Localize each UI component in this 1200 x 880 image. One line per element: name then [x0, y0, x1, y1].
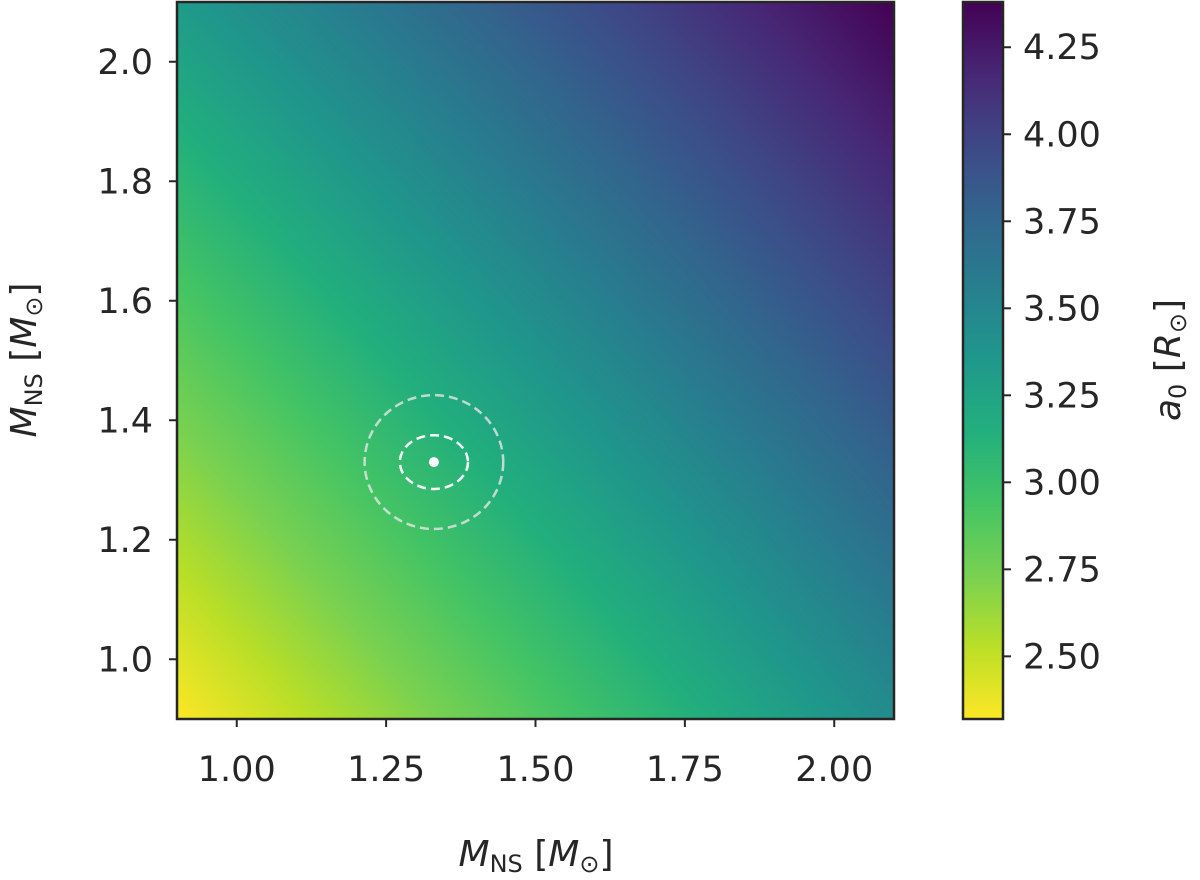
x-axis: 1.00 1.25 1.50 1.75 2.00 — [198, 719, 873, 790]
heatmap-area — [175, 0, 896, 721]
colorbar-tick-label: 4.25 — [1023, 28, 1101, 68]
colorbar-tick-label: 3.25 — [1023, 376, 1101, 416]
colorbar-tick-label: 3.00 — [1023, 463, 1101, 503]
x-tick-label: 1.00 — [198, 750, 276, 790]
colorbar-tick-label: 3.50 — [1023, 289, 1101, 329]
colorbar-ticks: 2.50 2.75 3.00 3.25 3.50 3.75 4.00 4.25 — [1003, 28, 1101, 677]
heatmap-image — [177, 2, 894, 719]
colorbar-tick-label: 2.50 — [1023, 637, 1101, 677]
x-axis-label: MNS [M⊙] — [459, 834, 614, 875]
overlay — [363, 393, 505, 531]
colorbar-tick-label: 4.00 — [1023, 115, 1101, 155]
best-fit-marker — [428, 457, 439, 468]
y-tick-label: 1.2 — [97, 521, 153, 561]
y-tick-label: 1.8 — [97, 162, 153, 202]
x-tick-label: 1.50 — [497, 750, 575, 790]
colorbar-tick-label: 2.75 — [1023, 550, 1101, 590]
y-tick-label: 1.4 — [97, 401, 153, 441]
contour-inner — [398, 433, 470, 491]
contour-outer — [363, 393, 505, 531]
y-axis: 1.0 1.2 1.4 1.6 1.8 2.0 — [97, 43, 177, 680]
y-tick-label: 2.0 — [97, 43, 153, 83]
x-tick-label: 1.75 — [646, 750, 724, 790]
colorbar-tick-label: 3.75 — [1023, 202, 1101, 242]
y-axis-label: MNS [M⊙] — [4, 283, 48, 438]
colorbar-frame — [961, 0, 1005, 721]
y-tick-label: 1.0 — [97, 640, 153, 680]
colorbar: 2.50 2.75 3.00 3.25 3.50 3.75 4.00 4.25 — [961, 0, 1101, 721]
y-tick-label: 1.6 — [97, 282, 153, 322]
colorbar-label: a0 [R⊙] — [1148, 299, 1192, 421]
colorbar-gradient — [963, 2, 1003, 719]
x-tick-label: 1.25 — [347, 750, 425, 790]
x-tick-label: 2.00 — [795, 750, 873, 790]
